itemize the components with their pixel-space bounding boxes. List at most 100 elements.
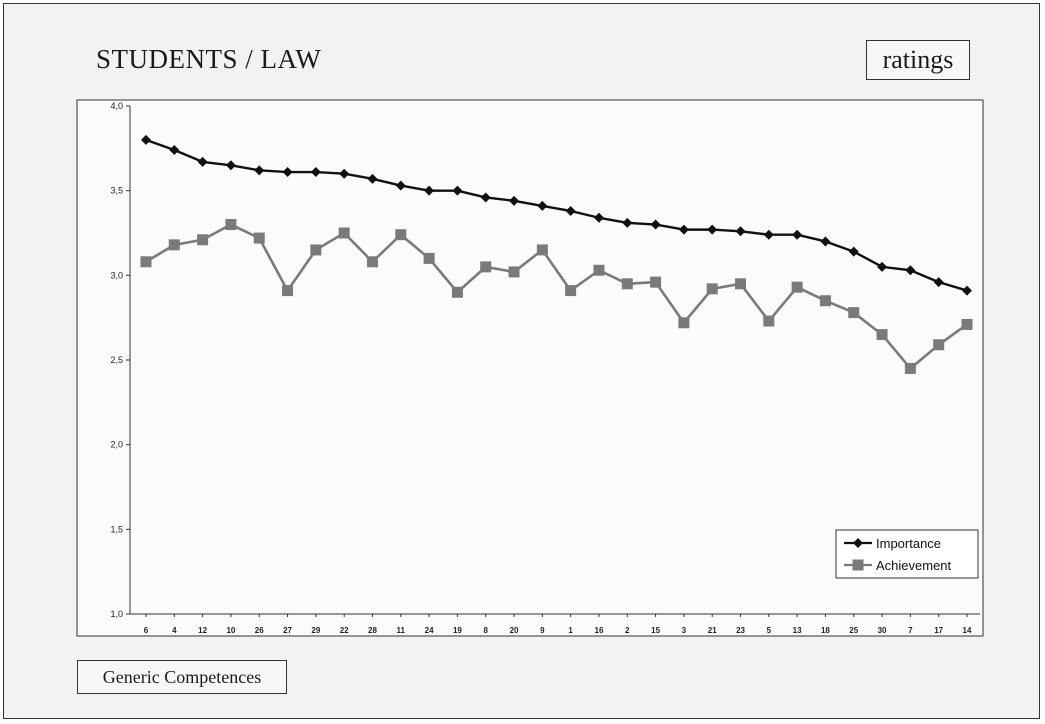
- x-tick-label: 9: [540, 626, 545, 635]
- x-tick-label: 5: [767, 626, 772, 635]
- y-tick-label: 1,0: [110, 609, 123, 619]
- x-axis-caption: Generic Competences: [77, 660, 287, 694]
- y-tick-label: 3,5: [110, 186, 123, 196]
- legend-marker-importance: [853, 538, 863, 548]
- x-tick-label: 20: [510, 626, 519, 635]
- importance-point: [792, 229, 803, 240]
- importance-point: [424, 185, 435, 196]
- x-tick-label: 1: [568, 626, 573, 635]
- achievement-point: [366, 256, 378, 268]
- achievement-point: [706, 283, 718, 295]
- achievement-point: [508, 266, 520, 278]
- importance-point: [678, 224, 689, 235]
- x-tick-label: 10: [226, 626, 235, 635]
- series-achievement: [140, 219, 973, 374]
- y-tick-label: 1,5: [110, 524, 123, 534]
- plot-area: [76, 99, 984, 637]
- x-tick-label: 3: [682, 626, 687, 635]
- importance-point: [650, 219, 661, 230]
- importance-point: [254, 165, 265, 176]
- importance-point: [763, 229, 774, 240]
- achievement-point: [253, 232, 265, 244]
- y-axis: 1,0 1,5 2,0 2,5 3,0 3,5 4,0: [110, 101, 131, 619]
- importance-point: [820, 236, 831, 247]
- importance-point: [480, 192, 491, 203]
- x-tick-label: 29: [311, 626, 320, 635]
- y-tick-label: 3,0: [110, 270, 123, 280]
- achievement-point: [904, 362, 916, 374]
- x-axis: 6 4 12 10 26 27 29 22 28 11 24 19 8 20 9 1 16 2 15 3 21 23 5 13…: [130, 613, 980, 635]
- importance-point: [848, 246, 859, 257]
- series-importance: [141, 134, 972, 296]
- x-tick-label: 30: [878, 626, 887, 635]
- achievement-point: [197, 234, 209, 246]
- importance-point: [509, 195, 520, 206]
- importance-point: [225, 160, 236, 171]
- y-tick-label: 2,0: [110, 440, 123, 450]
- achievement-point: [819, 295, 831, 307]
- x-tick-label: 4: [172, 626, 177, 635]
- importance-point: [565, 205, 576, 216]
- legend-marker-achievement: [852, 559, 864, 571]
- achievement-point: [451, 286, 463, 298]
- importance-point: [877, 261, 888, 272]
- x-tick-label: 12: [198, 626, 207, 635]
- x-tick-label: 28: [368, 626, 377, 635]
- x-tick-label: 14: [963, 626, 972, 635]
- achievement-point: [678, 317, 690, 329]
- achievement-point: [310, 244, 322, 256]
- importance-point: [197, 156, 208, 167]
- achievement-point: [848, 307, 860, 319]
- x-tick-label: 26: [255, 626, 264, 635]
- importance-point: [282, 167, 293, 178]
- achievement-point: [621, 278, 633, 290]
- achievement-point: [565, 285, 577, 297]
- importance-point: [141, 134, 151, 145]
- importance-point: [395, 180, 406, 191]
- achievement-point: [961, 318, 973, 330]
- x-tick-label: 13: [793, 626, 802, 635]
- y-tick-label: 4,0: [110, 101, 123, 111]
- importance-point: [339, 168, 350, 179]
- importance-point: [537, 200, 548, 211]
- x-tick-label: 7: [908, 626, 913, 635]
- importance-point: [622, 217, 633, 228]
- achievement-point: [536, 244, 548, 256]
- achievement-point: [423, 252, 435, 264]
- x-tick-label: 16: [595, 626, 604, 635]
- achievement-point: [735, 278, 747, 290]
- achievement-point: [225, 219, 237, 231]
- x-tick-label: 6: [144, 626, 149, 635]
- legend-label-achievement: Achievement: [876, 558, 952, 573]
- achievement-point: [480, 261, 492, 273]
- x-tick-label: 18: [821, 626, 830, 635]
- importance-line: [145, 138, 968, 292]
- ratings-badge: ratings: [866, 40, 970, 80]
- x-tick-label: 24: [425, 626, 434, 635]
- importance-point: [905, 265, 916, 276]
- achievement-point: [168, 239, 180, 251]
- x-tick-label: 25: [849, 626, 858, 635]
- x-tick-label: 15: [651, 626, 660, 635]
- importance-point: [933, 277, 944, 288]
- importance-point: [169, 145, 180, 156]
- x-tick-label: 23: [736, 626, 745, 635]
- x-tick-label: 11: [397, 626, 406, 635]
- x-tick-label: 19: [453, 626, 462, 635]
- importance-point: [707, 224, 718, 235]
- achievement-point: [763, 315, 775, 327]
- legend: Importance Achievement: [835, 529, 979, 579]
- x-tick-label: 8: [483, 626, 488, 635]
- legend-label-importance: Importance: [876, 536, 941, 551]
- series-layer: [140, 134, 973, 374]
- achievement-point: [876, 329, 888, 341]
- x-tick-label: 17: [934, 626, 943, 635]
- importance-point: [962, 285, 972, 296]
- achievement-point: [282, 285, 294, 297]
- importance-point: [452, 185, 463, 196]
- importance-point: [735, 226, 746, 237]
- importance-point: [593, 212, 604, 223]
- x-tick-label: 21: [708, 626, 717, 635]
- achievement-point: [140, 256, 152, 268]
